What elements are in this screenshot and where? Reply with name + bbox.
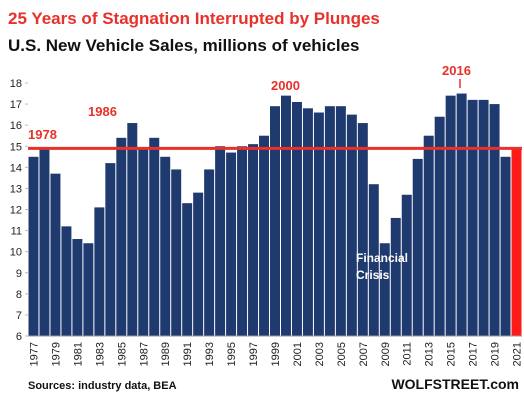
- y-tick-label: 10: [10, 247, 22, 259]
- x-tick-label: 1981: [72, 342, 84, 366]
- x-tick-label: 2009: [380, 342, 392, 366]
- y-tick-label: 18: [10, 78, 22, 90]
- y-tick-label: 12: [10, 205, 22, 217]
- bar: [478, 99, 489, 336]
- bar: [313, 112, 324, 337]
- bar: [171, 169, 182, 336]
- y-tick-label: 13: [10, 183, 22, 195]
- x-tick-label: 2021: [512, 342, 524, 366]
- bar: [357, 123, 368, 336]
- bar: [116, 137, 127, 336]
- x-tick-label: 1999: [270, 342, 282, 366]
- bar: [280, 95, 291, 337]
- bar: [423, 135, 434, 336]
- annotation: Financial: [356, 251, 408, 265]
- x-tick-label: 2013: [424, 342, 436, 366]
- bar: [94, 207, 105, 336]
- bar: [467, 99, 478, 336]
- x-tick-label: 2011: [402, 342, 414, 366]
- bar: [160, 156, 171, 336]
- x-tick-label: 2015: [446, 342, 458, 366]
- bar: [291, 101, 302, 336]
- bar: [324, 106, 335, 336]
- x-tick-label: 2017: [468, 342, 480, 366]
- x-tick-label: 1991: [182, 342, 194, 366]
- x-tick-label: 1987: [138, 342, 150, 366]
- x-tick-label: 2001: [292, 342, 304, 366]
- x-tick-label: 1985: [116, 342, 128, 366]
- x-tick-label: 2003: [314, 342, 326, 366]
- bar: [149, 137, 160, 336]
- bar: [511, 148, 522, 336]
- bar: [138, 148, 149, 336]
- y-tick-label: 14: [10, 162, 22, 174]
- y-tick-label: 17: [10, 99, 22, 111]
- annotation: 1986: [88, 104, 117, 119]
- bar: [346, 114, 357, 336]
- annotation: 1978: [28, 127, 57, 142]
- x-tick-label: 1983: [94, 342, 106, 366]
- source: Sources: industry data, BEA: [28, 380, 177, 392]
- bar: [248, 144, 259, 336]
- bar: [259, 135, 270, 336]
- bar: [401, 194, 412, 336]
- bar: [390, 217, 401, 336]
- x-tick-label: 2005: [336, 342, 348, 366]
- bar: [215, 146, 226, 336]
- bar: [50, 173, 61, 336]
- bar: [270, 106, 280, 336]
- x-tick-label: 1979: [50, 342, 62, 366]
- x-tick-label: 1997: [248, 342, 260, 366]
- bar: [434, 116, 445, 336]
- bar: [456, 93, 467, 337]
- x-tick-label: 1995: [226, 342, 238, 366]
- brand: WOLFSTREET.com: [391, 376, 519, 392]
- bar: [39, 148, 50, 336]
- annotation: Crisis: [356, 268, 390, 282]
- bar: [72, 239, 83, 336]
- bar: [445, 95, 456, 337]
- bar: [193, 192, 204, 336]
- y-tick-label: 15: [10, 141, 22, 153]
- annotation: 2016: [442, 63, 471, 78]
- bar: [28, 156, 39, 336]
- bar: [489, 104, 500, 336]
- x-tick-label: 2007: [358, 342, 370, 366]
- bar: [226, 152, 237, 336]
- bar: [204, 169, 215, 336]
- bar: [237, 146, 248, 336]
- x-tick-label: 1989: [160, 342, 172, 366]
- bar: [412, 158, 423, 336]
- x-tick-label: 2019: [490, 342, 502, 366]
- bar: [379, 243, 390, 336]
- y-tick-label: 11: [11, 226, 22, 238]
- bar: [127, 123, 138, 336]
- chart-subtitle: U.S. New Vehicle Sales, millions of vehi…: [8, 36, 359, 55]
- y-tick-label: 7: [16, 310, 22, 322]
- y-tick-label: 16: [10, 120, 22, 132]
- bar: [182, 203, 193, 336]
- bar: [335, 106, 346, 336]
- bar: [105, 163, 116, 336]
- x-tick-label: 1977: [28, 342, 40, 366]
- y-tick-label: 9: [16, 268, 22, 280]
- chart-title: 25 Years of Stagnation Interrupted by Pl…: [8, 9, 380, 28]
- bar: [61, 226, 72, 336]
- y-tick-label: 6: [16, 331, 22, 343]
- bar: [302, 108, 313, 336]
- y-tick-label: 8: [16, 289, 22, 301]
- bar: [83, 243, 94, 336]
- bar: [500, 156, 511, 336]
- annotation: 2000: [271, 78, 300, 93]
- bar: [368, 184, 379, 336]
- x-tick-label: 1993: [204, 342, 216, 366]
